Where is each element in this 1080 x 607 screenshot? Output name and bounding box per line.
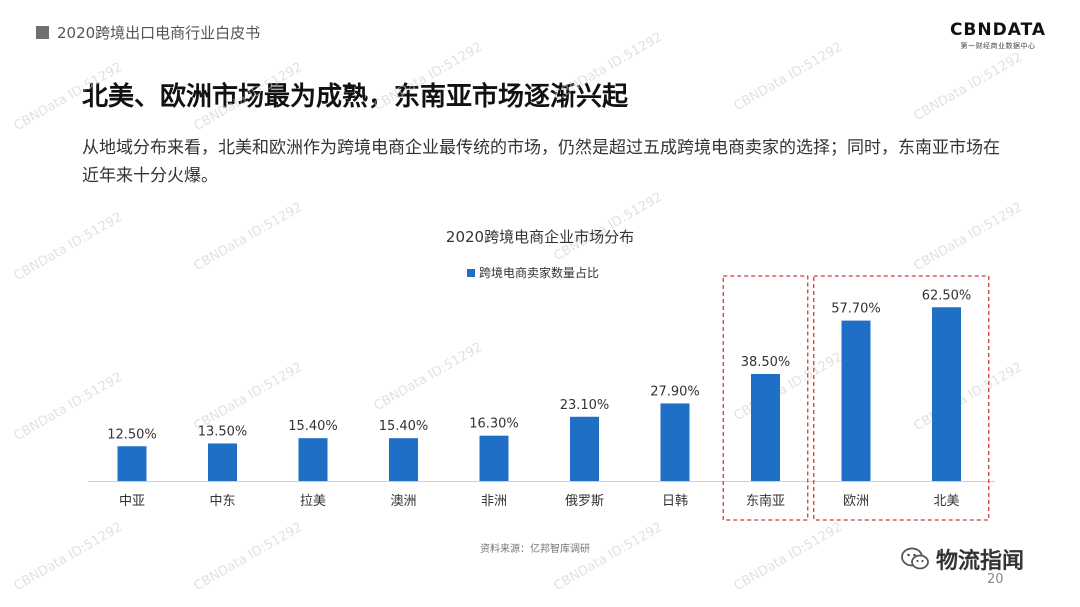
slide-body-text: 从地域分布来看，北美和欧洲作为跨境电商企业最传统的市场，仍然是超过五成跨境电商卖… <box>82 138 1000 186</box>
wechat-icon <box>901 547 929 570</box>
bar-5 <box>570 416 599 481</box>
data-label-2: 15.40% <box>288 419 338 434</box>
watermark-14: CBNData ID:51292 <box>911 360 1025 434</box>
category-label-7: 东南亚 <box>746 493 785 509</box>
legend-swatch <box>467 269 475 277</box>
data-label-1: 13.50% <box>198 424 248 439</box>
watermark-4: CBNData ID:51292 <box>731 40 845 114</box>
data-label-9: 62.50% <box>922 288 972 303</box>
data-label-7: 38.50% <box>741 355 791 370</box>
bar-7 <box>751 373 780 481</box>
watermark-5: CBNData ID:51292 <box>911 50 1025 124</box>
watermark-2: CBNData ID:51292 <box>371 40 485 114</box>
category-label-4: 非洲 <box>481 494 507 509</box>
page-number: 20 <box>987 572 1004 587</box>
legend-label: 跨境电商卖家数量占比 <box>479 265 599 280</box>
watermark-7: CBNData ID:51292 <box>191 200 305 274</box>
watermark-9: CBNData ID:51292 <box>911 200 1025 274</box>
highlight-box-0 <box>722 275 809 521</box>
category-label-0: 中亚 <box>119 494 145 509</box>
logo-subtitle: 第一财经商业数据中心 <box>960 42 1036 50</box>
category-label-2: 拉美 <box>300 494 326 509</box>
watermark-1: CBNData ID:51292 <box>191 60 305 134</box>
bar-2 <box>298 438 328 481</box>
watermark-6: CBNData ID:51292 <box>11 210 125 284</box>
chart-title: 2020跨境电商企业市场分布 <box>446 228 634 246</box>
category-label-5: 俄罗斯 <box>565 494 604 509</box>
section-marker <box>36 26 49 39</box>
bar-0 <box>117 446 147 481</box>
watermark-18: CBNData ID:51292 <box>731 520 845 594</box>
source-note: 资料来源：亿邦智库调研 <box>480 544 590 555</box>
bar-1 <box>208 443 237 481</box>
data-label-6: 27.90% <box>650 384 700 399</box>
logo-wordmark: CBNDATA <box>949 20 1046 40</box>
bar-9 <box>932 307 961 481</box>
watermark-12: CBNData ID:51292 <box>371 340 485 414</box>
section-header: 2020跨境出口电商行业白皮书 <box>36 22 260 43</box>
data-label-3: 15.40% <box>379 419 429 434</box>
category-label-3: 澳洲 <box>390 493 416 509</box>
watermark-15: CBNData ID:51292 <box>11 520 125 594</box>
category-label-8: 欧洲 <box>843 494 869 509</box>
bar-4 <box>479 435 509 481</box>
category-label-9: 北美 <box>933 494 959 509</box>
data-label-4: 16.30% <box>469 417 519 432</box>
wechat-account-name: 物流指闻 <box>936 549 1025 574</box>
data-label-5: 23.10% <box>560 398 610 413</box>
category-label-1: 中东 <box>209 494 235 509</box>
watermark-3: CBNData ID:51292 <box>551 30 665 104</box>
watermark-16: CBNData ID:51292 <box>191 520 305 594</box>
data-label-8: 57.70% <box>831 302 881 317</box>
slide-headline: 北美、欧洲市场最为成熟，东南亚市场逐渐兴起 <box>82 82 629 112</box>
cbndata-logo: CBNDATA 第一财经商业数据中心 <box>950 20 1046 51</box>
section-title: 2020跨境出口电商行业白皮书 <box>57 24 261 42</box>
highlight-box-1 <box>813 275 990 521</box>
data-label-0: 12.50% <box>107 427 157 442</box>
watermark-0: CBNData ID:51292 <box>11 60 125 134</box>
bar-6 <box>660 403 690 481</box>
watermark-17: CBNData ID:51292 <box>551 520 665 594</box>
watermark-8: CBNData ID:51292 <box>551 190 665 264</box>
category-label-6: 日韩 <box>662 494 688 509</box>
bar-8 <box>841 320 871 481</box>
wechat-account: 物流指闻 <box>900 543 1024 575</box>
bar-3 <box>389 438 418 481</box>
